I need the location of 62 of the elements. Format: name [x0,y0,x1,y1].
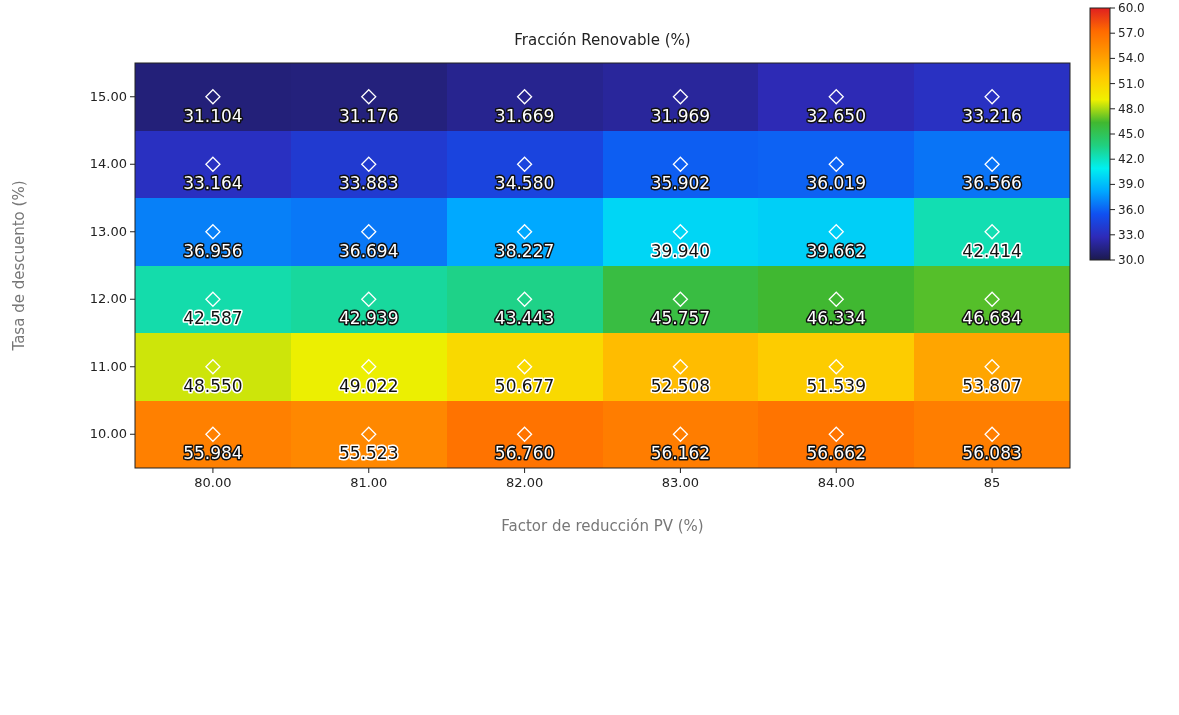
data-label: 53.807 [962,375,1022,396]
data-label: 55.523 [339,443,399,464]
data-label: 55.984 [183,443,243,464]
color-bar-label: 51.0 [1118,76,1145,91]
color-bar-label: 30.0 [1118,253,1145,267]
data-label: 38.227 [494,240,555,261]
data-label: 42.587 [183,308,243,329]
data-label: 33.164 [183,173,243,194]
data-label: 48.550 [183,375,243,396]
color-bar-label: 60.0 [1118,1,1145,15]
y-tick-label: 11.00 [89,358,127,374]
x-tick-label: 85 [983,475,1001,490]
data-label: 56.662 [806,443,866,464]
x-tick-label: 80.00 [194,475,232,490]
data-label: 43.443 [494,308,555,329]
data-label: 46.334 [806,308,866,329]
color-bar-label: 33.0 [1118,227,1145,242]
data-label: 52.508 [650,375,711,396]
data-label: 45.757 [650,308,711,329]
data-label: 33.883 [339,173,399,194]
data-label: 56.760 [494,443,555,464]
data-label: 46.684 [962,308,1022,329]
data-label: 32.650 [806,105,866,126]
y-tick-label: 12.00 [89,291,127,307]
data-label: 39.940 [650,240,711,261]
data-label: 36.694 [339,240,399,261]
color-bar-label: 48.0 [1118,101,1145,116]
y-axis-title: Tasa de descuento (%) [10,180,28,352]
y-tick-label: 15.00 [89,88,127,104]
x-tick-label: 84.00 [817,475,855,490]
data-label: 39.662 [806,240,866,261]
color-bar-label: 42.0 [1118,152,1145,167]
data-label: 35.902 [650,173,711,194]
y-tick-label: 13.00 [89,223,127,239]
data-label: 42.414 [962,240,1022,261]
data-label: 56.162 [650,443,711,464]
data-label: 42.939 [339,308,399,329]
data-label: 49.022 [339,375,399,396]
data-label: 34.580 [494,173,555,194]
data-label: 31.104 [183,105,243,126]
data-label: 51.539 [806,375,866,396]
data-label: 33.216 [962,105,1022,126]
chart-title: Fracción Renovable (%) [514,31,691,49]
x-tick-label: 83.00 [661,475,700,490]
y-tick-label: 14.00 [89,156,127,172]
data-label: 56.083 [962,443,1022,464]
color-bar-label: 36.0 [1118,202,1145,217]
y-tick-label: 10.00 [89,426,127,442]
data-label: 36.566 [962,173,1022,194]
color-bar-label: 45.0 [1118,127,1145,141]
x-axis-title: Factor de reducción PV (%) [501,517,704,535]
x-tick-label: 81.00 [350,475,388,490]
data-label: 36.019 [806,173,866,194]
data-label: 31.176 [339,105,399,126]
data-label: 31.969 [650,105,711,126]
color-bar-label: 54.0 [1118,51,1145,66]
data-label: 36.956 [183,240,243,261]
color-bar-label: 57.0 [1118,26,1145,41]
data-label: 50.677 [494,375,555,396]
data-label: 31.669 [494,105,555,126]
color-bar-label: 39.0 [1118,177,1145,192]
x-tick-label: 82.00 [505,475,544,490]
